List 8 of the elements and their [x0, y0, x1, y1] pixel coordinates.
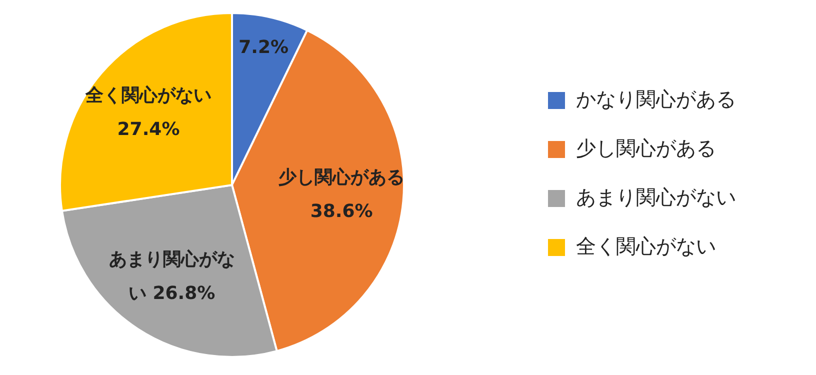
data-label: 7.2% [238, 36, 290, 60]
data-label: あまり関心がない 26.8% [108, 248, 236, 306]
data-label: 少し関心がある 38.6% [278, 166, 406, 224]
legend-label: かなり関心がある [576, 86, 736, 113]
legend-label: 全く関心がない [576, 233, 716, 260]
legend-label: あまり関心がない [576, 184, 736, 211]
legend-label: 少し関心がある [576, 135, 716, 162]
data-label: 全く関心がない 27.4% [84, 84, 213, 142]
